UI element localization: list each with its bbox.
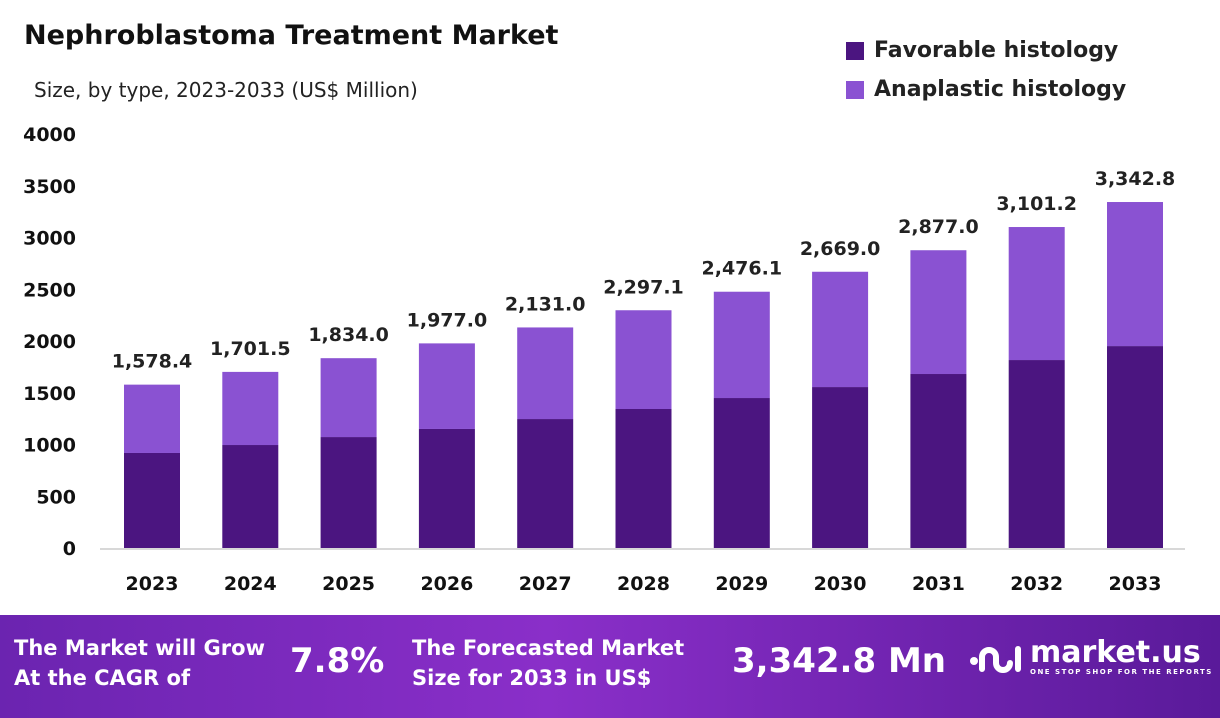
x-tick-label: 2028 [617, 573, 670, 595]
cagr-label: The Market will Grow At the CAGR of [14, 636, 265, 690]
y-tick-label: 1500 [23, 383, 76, 405]
bar-segment-anaplastic [910, 250, 967, 375]
chart-title: Nephroblastoma Treatment Market [24, 20, 559, 51]
x-tick-label: 2023 [126, 573, 179, 595]
legend-item-anaplastic: Anaplastic histology [846, 77, 1126, 102]
bar-segment-favorable [615, 408, 672, 548]
legend-swatch [846, 41, 864, 60]
forecast-value: 3,342.8 Mn [732, 641, 946, 681]
y-tick-label: 3000 [23, 228, 76, 250]
bar-segment-favorable [1107, 346, 1163, 548]
bar-segment-favorable [910, 374, 967, 548]
legend-label: Favorable histology [874, 38, 1119, 63]
chart-subtitle: Size, by type, 2023-2033 (US$ Million) [34, 78, 418, 102]
bar-segment-favorable [517, 419, 574, 548]
footer-banner: The Market will Grow At the CAGR of 7.8% … [0, 615, 1220, 718]
y-tick-label: 3500 [23, 176, 76, 198]
bar-segment-anaplastic [615, 310, 672, 409]
data-label: 2,669.0 [800, 238, 881, 260]
legend-swatch [846, 80, 864, 99]
bar-segment-anaplastic [1008, 227, 1065, 361]
data-label: 3,101.2 [996, 193, 1077, 215]
x-tick-label: 2024 [224, 573, 277, 595]
bar-segment-favorable [812, 387, 869, 548]
bar-segment-anaplastic [1107, 202, 1163, 347]
bar-segment-anaplastic [222, 371, 279, 446]
x-tick-label: 2032 [1010, 573, 1063, 595]
cagr-value: 7.8% [290, 641, 385, 681]
y-tick-label: 500 [36, 486, 76, 508]
y-tick-label: 1000 [23, 435, 76, 457]
bar-segment-favorable [1008, 360, 1065, 548]
legend-label: Anaplastic histology [874, 77, 1127, 102]
logo-icon [970, 646, 1021, 673]
bar-segment-anaplastic [124, 384, 180, 453]
data-label: 2,476.1 [702, 258, 783, 280]
x-tick-label: 2030 [814, 573, 867, 595]
market-us-logo: market.us ONE STOP SHOP FOR THE REPORTS [968, 637, 1213, 677]
data-label: 2,297.1 [603, 276, 684, 298]
data-label: 2,131.0 [505, 293, 586, 315]
y-tick-label: 2500 [23, 279, 76, 301]
bar-segment-favorable [713, 398, 770, 548]
bar-segment-anaplastic [320, 358, 377, 438]
y-tick-label: 2000 [23, 331, 76, 353]
data-label: 1,977.0 [407, 309, 488, 331]
y-tick-label: 0 [63, 538, 76, 560]
bar-segment-anaplastic [418, 343, 475, 429]
legend-item-favorable: Favorable histology [846, 38, 1118, 63]
x-tick-label: 2033 [1109, 573, 1162, 595]
data-label: 1,578.4 [112, 351, 193, 373]
bar-segment-favorable [222, 445, 279, 548]
data-label: 1,834.0 [308, 324, 389, 346]
data-label: 2,877.0 [898, 216, 979, 238]
x-tick-label: 2025 [322, 573, 375, 595]
bar-segment-anaplastic [812, 271, 869, 388]
y-tick-label: 4000 [23, 124, 76, 146]
bar-chart: 0 500 1000 1500 2000 2500 3000 3500 4000 1,578.4 2… [23, 124, 1185, 595]
forecast-label: The Forecasted Market Size for 2033 in US… [412, 636, 685, 690]
x-tick-label: 2031 [912, 573, 965, 595]
x-tick-label: 2029 [715, 573, 768, 595]
bar-segment-favorable [124, 452, 180, 548]
bar-segment-anaplastic [517, 327, 574, 420]
data-label: 1,701.5 [210, 338, 291, 360]
data-label: 3,342.8 [1095, 168, 1176, 190]
bar-segment-anaplastic [713, 291, 770, 399]
x-tick-label: 2027 [519, 573, 572, 595]
x-tick-label: 2026 [420, 573, 473, 595]
bar-segment-favorable [418, 428, 475, 548]
bar-segment-favorable [320, 437, 377, 548]
